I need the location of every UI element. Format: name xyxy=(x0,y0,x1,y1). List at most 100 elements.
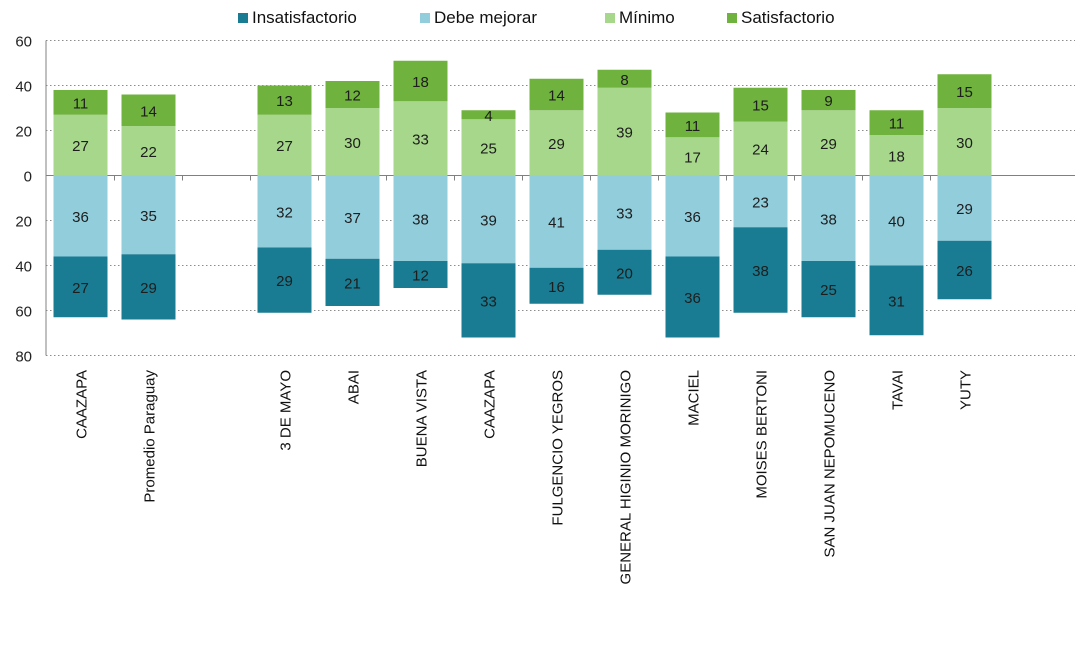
bar-satisfactorio xyxy=(257,85,312,115)
x-category-label: GENERAL HIGINIO MORINIGO xyxy=(618,370,635,584)
data-label: 24 xyxy=(752,142,769,159)
data-label: 15 xyxy=(752,98,769,115)
data-label: 18 xyxy=(888,148,905,165)
data-label: 29 xyxy=(276,273,293,290)
bar-satisfactorio xyxy=(665,112,720,138)
legend-swatch-satisfactorio xyxy=(727,13,737,23)
data-label: 29 xyxy=(956,201,973,218)
legend-label: Satisfactorio xyxy=(741,8,835,27)
bar-insatisfactorio xyxy=(257,247,312,313)
bar-debe-mejorar xyxy=(325,175,380,259)
data-label: 14 xyxy=(140,103,157,120)
legend-swatch-minimo xyxy=(605,13,615,23)
data-label: 18 xyxy=(412,74,429,91)
x-category-label: YUTY xyxy=(958,370,975,410)
data-label: 8 xyxy=(620,72,628,89)
x-category-label: 3 DE MAYO xyxy=(278,370,295,451)
bar-satisfactorio xyxy=(53,90,108,115)
data-label: 27 xyxy=(72,280,89,297)
legend: Insatisfactorio Debe mejorar Mínimo Satisfa… xyxy=(238,8,835,27)
bar-satisfactorio xyxy=(461,110,516,120)
data-label: 27 xyxy=(276,138,293,155)
data-label: 13 xyxy=(276,93,293,110)
data-label: 14 xyxy=(548,88,565,105)
data-label: 38 xyxy=(412,211,429,228)
data-label: 22 xyxy=(140,144,157,161)
x-category-label: MOISES BERTONI xyxy=(754,370,771,499)
bar-satisfactorio xyxy=(937,74,992,108)
bar-minimo xyxy=(461,119,516,176)
x-category-label: CAAZAPA xyxy=(482,370,499,439)
bar-satisfactorio xyxy=(801,90,856,111)
data-labels: 36 27 27 11 35 29 22 14 32 29 27 13 37 21 30 12 38 12 33 18… xyxy=(72,72,973,311)
bar-minimo xyxy=(801,110,856,176)
bar-insatisfactorio xyxy=(801,261,856,318)
data-label: 12 xyxy=(412,268,429,285)
bar-insatisfactorio xyxy=(121,254,176,320)
y-tick-label: 60 xyxy=(15,34,32,51)
legend-swatch-debe-mejorar xyxy=(420,13,430,23)
bar-satisfactorio xyxy=(529,78,584,111)
bar-debe-mejorar xyxy=(121,175,176,255)
data-label: 25 xyxy=(480,140,497,157)
bar-debe-mejorar xyxy=(53,175,108,257)
data-label: 11 xyxy=(889,116,905,133)
y-tick-label: 40 xyxy=(15,259,32,276)
data-label: 35 xyxy=(140,208,157,225)
data-label: 17 xyxy=(684,149,701,166)
data-label: 41 xyxy=(548,215,565,232)
bars xyxy=(53,60,992,338)
bar-insatisfactorio xyxy=(733,227,788,313)
data-label: 29 xyxy=(820,136,837,153)
bar-debe-mejorar xyxy=(937,175,992,241)
bar-minimo xyxy=(53,114,108,176)
bar-minimo xyxy=(665,137,720,176)
bar-debe-mejorar xyxy=(801,175,856,261)
data-label: 31 xyxy=(888,293,905,310)
data-label: 4 xyxy=(484,108,492,125)
data-label: 38 xyxy=(752,263,769,280)
legend-label: Mínimo xyxy=(619,8,675,27)
x-category-label: ABAI xyxy=(346,370,363,404)
data-label: 23 xyxy=(752,194,769,211)
legend-label: Insatisfactorio xyxy=(252,8,357,27)
y-tick-label: 80 xyxy=(15,349,32,366)
bar-debe-mejorar xyxy=(257,175,312,248)
bar-debe-mejorar xyxy=(461,175,516,264)
bar-satisfactorio xyxy=(869,110,924,135)
data-label: 33 xyxy=(616,206,633,223)
x-category-label: BUENA VISTA xyxy=(414,370,431,467)
data-label: 37 xyxy=(344,210,361,227)
legend-swatch-insatisfactorio xyxy=(238,13,248,23)
bar-debe-mejorar xyxy=(869,175,924,266)
data-label: 36 xyxy=(684,290,701,307)
bar-insatisfactorio xyxy=(529,267,584,304)
x-category-label: SAN JUAN NEPOMUCENO xyxy=(822,370,839,558)
bar-minimo xyxy=(937,108,992,176)
bar-satisfactorio xyxy=(325,81,380,108)
data-label: 16 xyxy=(548,279,565,296)
bar-debe-mejorar xyxy=(597,175,652,250)
bar-insatisfactorio xyxy=(869,265,924,336)
bar-minimo xyxy=(121,126,176,176)
data-label: 15 xyxy=(956,84,973,101)
data-label: 12 xyxy=(344,88,361,105)
data-label: 11 xyxy=(73,95,89,112)
bar-debe-mejorar xyxy=(529,175,584,268)
bar-satisfactorio xyxy=(121,94,176,126)
data-label: 30 xyxy=(956,135,973,152)
bar-satisfactorio xyxy=(733,87,788,122)
bar-minimo xyxy=(733,121,788,176)
data-label: 39 xyxy=(616,125,633,142)
bar-debe-mejorar xyxy=(665,175,720,257)
bar-insatisfactorio xyxy=(665,256,720,338)
data-label: 32 xyxy=(276,205,293,222)
bar-insatisfactorio xyxy=(597,249,652,295)
bar-insatisfactorio xyxy=(393,261,448,288)
data-label: 33 xyxy=(480,293,497,310)
y-tick-label: 60 xyxy=(15,304,32,321)
bar-insatisfactorio xyxy=(325,258,380,306)
bar-satisfactorio xyxy=(393,60,448,102)
